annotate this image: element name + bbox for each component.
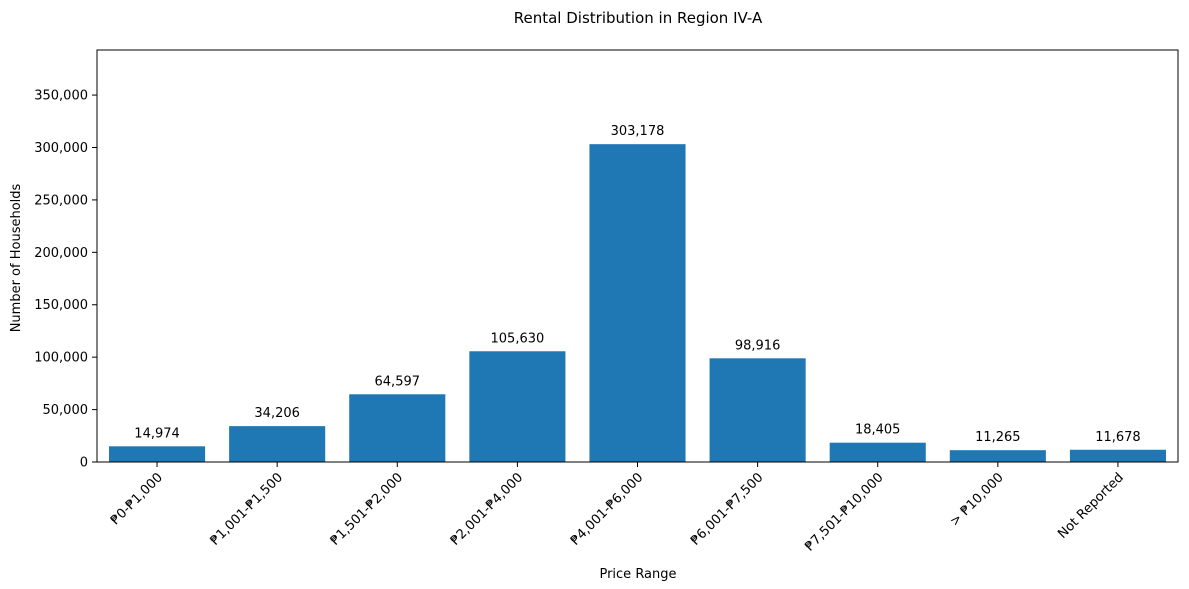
x-tick-label: ₱7,501-₱10,000: [802, 470, 886, 554]
x-tick-label: > ₱10,000: [947, 470, 1006, 529]
y-tick-label: 0: [80, 456, 88, 471]
data-label: 18,405: [855, 423, 901, 438]
y-tick-label: 150,000: [34, 298, 88, 313]
y-tick-label: 250,000: [34, 193, 88, 208]
x-tick-label: ₱2,001-₱4,000: [448, 470, 526, 548]
data-label: 14,974: [134, 426, 180, 441]
x-tick-label: ₱1,501-₱2,000: [328, 470, 406, 548]
bar: [1069, 449, 1166, 462]
bar: [949, 450, 1046, 462]
data-label: 98,916: [735, 338, 781, 353]
x-tick-label: ₱0-₱1,000: [108, 470, 166, 528]
data-label: 303,178: [611, 124, 665, 139]
y-tick-label: 350,000: [34, 89, 88, 104]
chart-title: Rental Distribution in Region IV-A: [514, 9, 763, 27]
bar: [469, 351, 566, 462]
x-tick-label: ₱1,001-₱1,500: [208, 470, 286, 548]
x-tick-label: ₱6,001-₱7,500: [688, 470, 766, 548]
x-tick-label: Not Reported: [1055, 470, 1127, 542]
data-label: 34,206: [254, 406, 300, 421]
x-axis-label: Price Range: [599, 567, 676, 582]
bar: [349, 394, 446, 462]
bar: [109, 446, 206, 462]
data-label: 64,597: [375, 374, 421, 389]
y-axis-label: Number of Households: [9, 183, 24, 332]
data-label: 11,678: [1095, 430, 1141, 445]
data-label: 105,630: [491, 331, 545, 346]
y-tick-label: 200,000: [34, 246, 88, 261]
data-label: 11,265: [975, 430, 1021, 445]
bar: [829, 442, 926, 462]
bar: [589, 144, 686, 462]
bar: [709, 358, 806, 462]
y-tick-label: 50,000: [43, 403, 89, 418]
bar: [229, 426, 326, 462]
x-tick-label: ₱4,001-₱6,000: [568, 470, 646, 548]
plot-area: 14,974 ₱0-₱1,000 34,206 ₱1,001-₱1,500 64,597…: [34, 49, 1179, 554]
plot-frame: [96, 49, 1179, 463]
y-tick-label: 100,000: [34, 351, 88, 366]
y-tick-label: 300,000: [34, 141, 88, 156]
